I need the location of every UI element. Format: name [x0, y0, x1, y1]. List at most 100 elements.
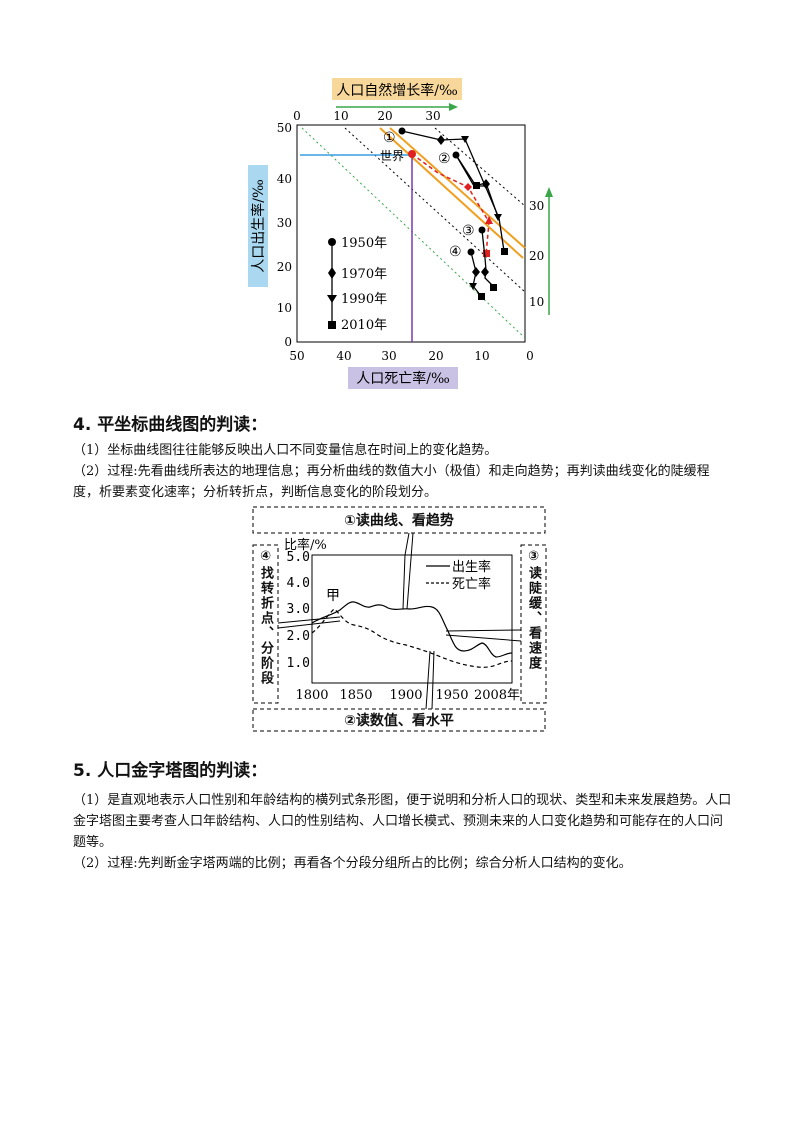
box-left-label: ④找转折点、分阶段 [258, 549, 273, 686]
box-bottom-label: ②读数值、看水平 [344, 713, 454, 729]
region2-1990 [494, 214, 502, 221]
region-marker: ③ [462, 223, 475, 239]
world-orange-line [379, 127, 524, 259]
box-right-label: ③读陡缓、看速度 [526, 549, 541, 671]
right-tick: 10 [529, 295, 544, 309]
region2-1950 [452, 151, 460, 159]
right-tick: 30 [529, 199, 544, 213]
y-tick: 3.0 [287, 602, 310, 617]
region1-1990 [461, 136, 469, 143]
legend-birth-label: 出生率 [452, 559, 491, 575]
x-tick: 1800 [295, 688, 328, 703]
x-tick: 2008年 [474, 688, 520, 703]
birth-death-svg: 人口自然增长率/‰ 0 10 20 30 人口出生率/‰ 0 10 20 30 … [248, 78, 553, 389]
box-bottom [252, 708, 546, 732]
bottom-tick: 10 [474, 349, 489, 363]
y-tick: 4.0 [287, 576, 310, 591]
y-tick: 5.0 [287, 550, 310, 565]
legend-circle-icon [328, 238, 336, 246]
x-tick: 1850 [339, 688, 372, 703]
section5-heading: 5. 人口金字塔图的判读： [73, 761, 268, 781]
birth-rate-curve [311, 601, 513, 658]
left-tick: 40 [277, 172, 292, 186]
top-tick: 20 [377, 109, 392, 123]
bottom-tick: 20 [428, 349, 443, 363]
box-top [252, 506, 546, 534]
region1-1950 [398, 127, 406, 135]
top-tick: 10 [333, 109, 348, 123]
legend-label: 2010年 [341, 318, 387, 333]
section4-p2: （2）过程:先看曲线所表达的地理信息；再分析曲线的数值大小（极值）和走向趋势；再… [73, 464, 710, 500]
region4-1950 [467, 248, 475, 256]
top-tick: 30 [425, 109, 440, 123]
legend-death-label: 死亡率 [452, 576, 491, 592]
box-top-label: ①读曲线、看趋势 [344, 513, 454, 529]
figure-birth-death-curve: 1.0 2.0 3.0 4.0 5.0 比率/% 1800 1850 1900 … [250, 505, 550, 733]
left-tick: 20 [277, 260, 292, 274]
region1-1970 [437, 135, 445, 145]
section4-body: （1）坐标曲线图往往能够反映出人口不同变量信息在时间上的变化趋势。 （2）过程:… [73, 440, 733, 503]
legend-triangle-icon [327, 295, 337, 303]
top-tick: 0 [293, 109, 301, 123]
y-tick: 2.0 [287, 629, 310, 644]
pointer-top [402, 532, 410, 610]
world-2010-marker [483, 250, 490, 257]
region-marker: ④ [449, 244, 462, 260]
top-axis-label-bg [332, 78, 462, 100]
legend-label: 1990年 [341, 292, 387, 307]
growth-isoline-orange [389, 127, 526, 249]
section5-p1: （1）是直观地表示人口性别和年龄结构的横列式条形图，便于说明和分析人口的现状、类… [73, 793, 732, 850]
top-axis-label: 人口自然增长率/‰ [336, 82, 458, 99]
region4-1970 [472, 267, 480, 277]
left-tick: 30 [277, 216, 292, 230]
region4-1990 [469, 283, 477, 290]
pointer-right [445, 629, 522, 632]
curve-frame [311, 554, 513, 684]
bottom-axis-label: 人口死亡率/‰ [356, 370, 450, 387]
figure-birth-death-chart: 人口自然增长率/‰ 0 10 20 30 人口出生率/‰ 0 10 20 30 … [240, 70, 570, 400]
region-marker: ① [383, 130, 396, 146]
pointer-left-b [277, 620, 341, 629]
region-marker: ② [438, 151, 451, 167]
pointer-left [277, 616, 341, 624]
section4-p1: （1）坐标曲线图往往能够反映出人口不同变量信息在时间上的变化趋势。 [73, 443, 498, 458]
world-label: 世界 [380, 149, 404, 163]
section4-heading: 4. 平坐标曲线图的判读： [73, 415, 268, 435]
region4-2010 [478, 293, 485, 300]
region3-1970 [481, 267, 489, 277]
region2-1970 [482, 179, 490, 189]
left-tick: 10 [277, 301, 292, 315]
x-tick: 1950 [435, 688, 468, 703]
left-tick: 50 [277, 121, 292, 135]
y-axis-label: 比率/% [284, 537, 327, 553]
pointer-right-b [445, 634, 522, 642]
plot-frame [296, 124, 526, 343]
region3-2010 [490, 284, 497, 291]
left-axis-label: 人口出生率/‰ [250, 179, 267, 273]
region2-2010 [473, 182, 480, 189]
top-arrow-head [449, 103, 458, 111]
pointer-bottom [425, 650, 431, 710]
pointer-top-b [406, 532, 414, 610]
region4-trajectory [470, 251, 482, 297]
pointer-bottom-b [431, 650, 435, 710]
region3-1950 [478, 226, 486, 234]
legend-diamond-icon [328, 267, 336, 279]
legend-square-icon [328, 321, 336, 329]
legend-label: 1970年 [341, 267, 387, 282]
bottom-tick: 30 [381, 349, 396, 363]
y-tick: 1.0 [287, 656, 310, 671]
right-arrow-head [545, 187, 553, 197]
bottom-tick: 0 [526, 349, 534, 363]
left-tick: 0 [284, 335, 292, 349]
curve-svg: 1.0 2.0 3.0 4.0 5.0 比率/% 1800 1850 1900 … [252, 506, 547, 732]
death-rate-curve [311, 608, 513, 668]
section5-p2: （2）过程:先判断金字塔两端的比例；再看各个分段分组所占的比例；综合分析人口结构… [73, 856, 632, 871]
box-left [252, 544, 279, 704]
legend-label: 1950年 [341, 236, 387, 251]
x-tick: 1900 [389, 688, 422, 703]
section5-body: （1）是直观地表示人口性别和年龄结构的横列式条形图，便于说明和分析人口的现状、类… [73, 790, 733, 874]
box-right [520, 544, 547, 704]
annotation-jia: 甲 [326, 588, 340, 604]
bottom-tick: 50 [289, 349, 304, 363]
